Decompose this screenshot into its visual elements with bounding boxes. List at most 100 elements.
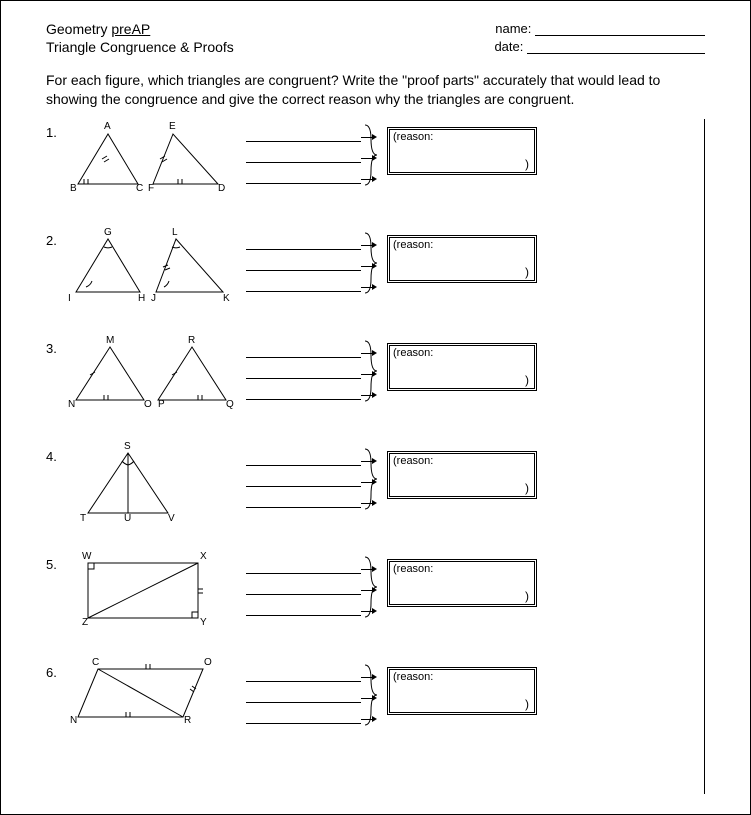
vertex-label: K: [223, 293, 230, 304]
vertex-label: V: [168, 513, 175, 524]
vertex-label: E: [169, 121, 176, 132]
vertex-label: J: [151, 293, 156, 304]
problem-row: 5. W X Y Z: [46, 551, 705, 631]
name-blank[interactable]: [535, 35, 705, 36]
close-paren: ): [525, 589, 529, 603]
vertex-label: R: [184, 715, 191, 726]
proof-line[interactable]: [246, 235, 361, 250]
proof-line[interactable]: [246, 343, 361, 358]
vertex-label: B: [70, 183, 77, 194]
reason-box[interactable]: (reason: ): [387, 127, 537, 175]
vertex-label: I: [68, 293, 71, 304]
vertex-label: O: [144, 399, 152, 410]
proof-line[interactable]: [246, 127, 361, 142]
vertex-label: A: [104, 121, 111, 132]
figure-2: G I H L J K: [68, 227, 238, 307]
vertex-label: T: [80, 513, 86, 524]
vertex-label: O: [204, 657, 212, 668]
vertex-label: Z: [82, 617, 88, 628]
reason-box[interactable]: (reason: ): [387, 667, 537, 715]
vertex-label: Y: [200, 617, 207, 628]
proof-line[interactable]: [246, 493, 361, 508]
close-paren: ): [525, 481, 529, 495]
vertex-label: F: [148, 183, 154, 194]
proof-line[interactable]: [246, 364, 361, 379]
proof-line[interactable]: [246, 256, 361, 271]
vertex-label: C: [92, 657, 99, 668]
figure-6: C O R N: [68, 659, 238, 739]
proof-line[interactable]: [246, 277, 361, 292]
problem-row: 4. S T U V: [46, 443, 705, 523]
proof-line[interactable]: [246, 559, 361, 574]
proof-line[interactable]: [246, 451, 361, 466]
proof-lines: [246, 119, 361, 190]
name-field: name:: [495, 21, 705, 37]
vertex-label: N: [70, 715, 77, 726]
proof-line[interactable]: [246, 601, 361, 616]
proof-lines: [246, 335, 361, 406]
worksheet-page: Geometry preAP name: Triangle Congruence…: [0, 0, 751, 815]
proof-lines: [246, 659, 361, 730]
problem-row: 1. A B C E F D: [46, 119, 705, 199]
vertex-label: G: [104, 227, 112, 238]
proof-line[interactable]: [246, 385, 361, 400]
proof-line[interactable]: [246, 667, 361, 682]
proof-line[interactable]: [246, 472, 361, 487]
reason-box[interactable]: (reason: ): [387, 235, 537, 283]
proof-line[interactable]: [246, 148, 361, 163]
problem-number: 2.: [46, 227, 68, 248]
vertex-label: H: [138, 293, 145, 304]
proof-lines: [246, 443, 361, 514]
figure-3: M N O R P Q: [68, 335, 238, 415]
vertex-label: L: [172, 227, 178, 238]
vertex-label: X: [200, 551, 207, 562]
problem-number: 5.: [46, 551, 68, 572]
vertex-label: P: [158, 399, 165, 410]
proof-lines: [246, 227, 361, 298]
proof-line[interactable]: [246, 709, 361, 724]
close-paren: ): [525, 157, 529, 171]
close-paren: ): [525, 697, 529, 711]
problem-number: 3.: [46, 335, 68, 356]
course-title: Geometry preAP: [46, 21, 150, 37]
problem-row: 2. G I H L J K: [46, 227, 705, 307]
reason-label: (reason:: [393, 131, 433, 143]
proof-line[interactable]: [246, 169, 361, 184]
problem-row: 3. M N O R P Q: [46, 335, 705, 415]
date-label: date:: [494, 39, 523, 54]
reason-box[interactable]: (reason: ): [387, 343, 537, 391]
header-row-1: Geometry preAP name:: [46, 21, 705, 37]
subtitle: Triangle Congruence & Proofs: [46, 39, 234, 55]
proof-line[interactable]: [246, 688, 361, 703]
reason-box[interactable]: (reason: ): [387, 559, 537, 607]
date-blank[interactable]: [527, 53, 705, 54]
vertex-label: N: [68, 399, 75, 410]
vertex-label: S: [124, 441, 131, 452]
vertex-label: C: [136, 183, 143, 194]
reason-label: (reason:: [393, 455, 433, 467]
vertex-label: D: [218, 183, 225, 194]
instructions: For each figure, which triangles are con…: [46, 71, 705, 109]
reason-label: (reason:: [393, 563, 433, 575]
name-label: name:: [495, 21, 531, 36]
reason-box[interactable]: (reason: ): [387, 451, 537, 499]
figure-4: S T U V: [68, 443, 238, 523]
header-row-2: Triangle Congruence & Proofs date:: [46, 39, 705, 55]
proof-lines: [246, 551, 361, 622]
problems-container: 1. A B C E F D: [46, 119, 705, 739]
course-under: preAP: [111, 21, 150, 37]
problem-number: 1.: [46, 119, 68, 140]
close-paren: ): [525, 265, 529, 279]
vertex-label: R: [188, 335, 195, 346]
problem-number: 4.: [46, 443, 68, 464]
proof-line[interactable]: [246, 580, 361, 595]
vertex-label: M: [106, 335, 114, 346]
figure-5: W X Y Z: [68, 551, 238, 631]
close-paren: ): [525, 373, 529, 387]
reason-label: (reason:: [393, 239, 433, 251]
problem-row: 6. C O R N: [46, 659, 705, 739]
course-prefix: Geometry: [46, 21, 111, 37]
figure-1: A B C E F D: [68, 119, 238, 199]
reason-label: (reason:: [393, 347, 433, 359]
date-field: date:: [494, 39, 705, 55]
